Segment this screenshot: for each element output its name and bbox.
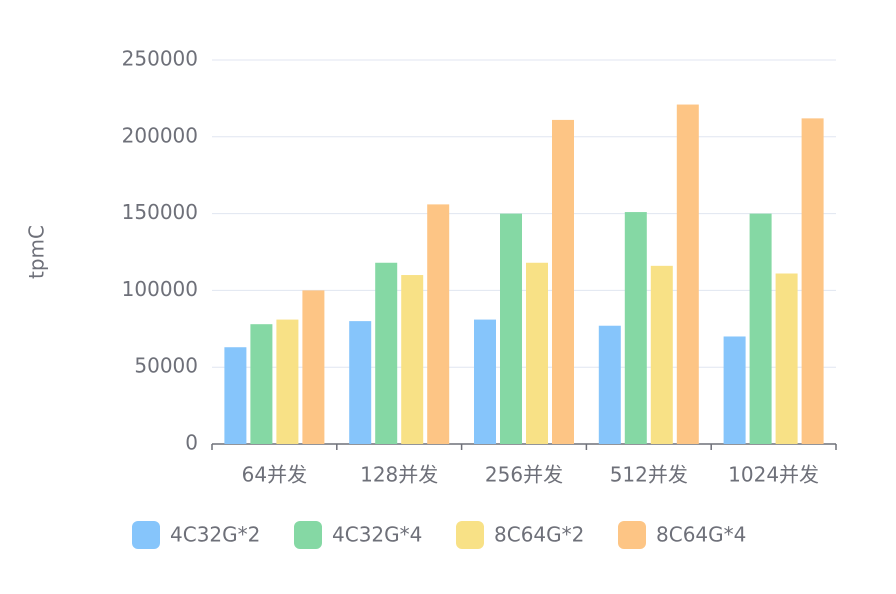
bar	[500, 213, 522, 444]
legend-swatch	[294, 521, 322, 549]
bar	[650, 265, 673, 444]
y-tick-label: 100000	[122, 277, 198, 301]
legend-label: 8C64G*2	[494, 523, 584, 547]
legend-swatch	[618, 521, 646, 549]
bar	[723, 336, 746, 444]
legend-label: 4C32G*4	[332, 523, 422, 547]
x-tick-label: 256并发	[485, 463, 563, 487]
bar	[375, 262, 398, 444]
y-tick-label: 150000	[122, 200, 198, 224]
y-tick-label: 250000	[122, 47, 198, 71]
x-tick-label: 1024并发	[728, 463, 819, 487]
bar	[801, 118, 824, 445]
bar	[624, 212, 647, 444]
bar	[775, 273, 798, 444]
bar	[250, 324, 273, 444]
y-tick-label: 50000	[134, 354, 198, 378]
y-axis-label: tpmC	[25, 225, 49, 279]
bar	[598, 325, 621, 444]
legend-label: 4C32G*2	[170, 523, 260, 547]
x-tick-label: 128并发	[360, 463, 438, 487]
y-tick-label: 0	[185, 431, 198, 455]
legend-swatch	[132, 521, 160, 549]
bar	[401, 275, 424, 444]
x-tick-label: 64并发	[242, 463, 307, 487]
bar	[526, 262, 548, 444]
bar	[552, 119, 574, 445]
bar	[676, 104, 699, 444]
bar	[349, 321, 372, 444]
y-tick-label: 200000	[122, 123, 198, 147]
bar	[276, 319, 299, 444]
legend-swatch	[456, 521, 484, 549]
bar	[427, 204, 450, 444]
legend-label: 8C64G*4	[656, 523, 746, 547]
bar	[474, 319, 496, 444]
x-tick-label: 512并发	[610, 463, 688, 487]
bar	[224, 347, 247, 444]
bar	[749, 213, 772, 444]
bar	[302, 290, 325, 444]
